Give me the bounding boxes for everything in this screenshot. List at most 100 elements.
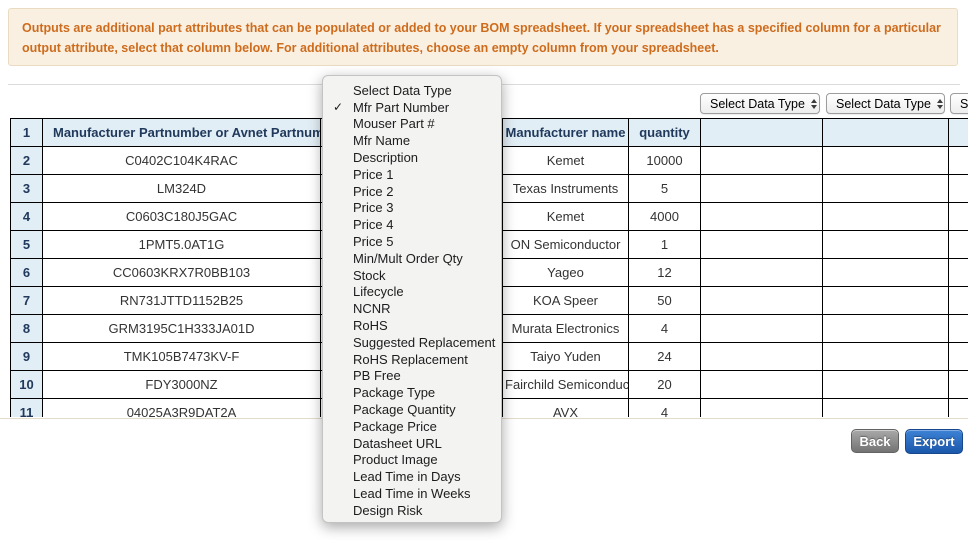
empty-cell (822, 342, 949, 371)
empty-cell (948, 230, 968, 259)
dropdown-item[interactable]: Price 2 (323, 183, 501, 200)
column-data-type-select-2[interactable]: Select Data Type (826, 93, 945, 114)
quantity-cell: 1 (628, 230, 701, 259)
dropdown-item-label: Mfr Name (353, 133, 411, 149)
dropdown-item[interactable]: RoHS (323, 317, 501, 334)
export-button[interactable]: Export (905, 429, 963, 454)
row-number-cell: 7 (10, 286, 43, 315)
empty-cell (700, 202, 823, 231)
dropdown-item-label: Price 4 (353, 217, 394, 233)
dropdown-item[interactable]: Package Type (323, 384, 501, 401)
row-number-cell: 2 (10, 146, 43, 175)
row-number-cell: 4 (10, 202, 43, 231)
empty-cell (948, 314, 968, 343)
dropdown-item[interactable]: PB Free (323, 368, 501, 385)
dropdown-item-label: Price 3 (353, 200, 394, 216)
partnumber-cell: C0603C180J5GAC (42, 202, 321, 231)
manufacturer-cell: Kemet (502, 202, 629, 231)
dropdown-item[interactable]: Design Risk (323, 502, 501, 519)
empty-cell (822, 146, 949, 175)
header-row-number: 1 (10, 118, 43, 147)
dropdown-item[interactable]: Package Price (323, 418, 501, 435)
partnumber-cell: 1PMT5.0AT1G (42, 230, 321, 259)
dropdown-item[interactable]: RoHS Replacement (323, 351, 501, 368)
dropdown-item[interactable]: NCNR (323, 300, 501, 317)
col-header-empty (822, 118, 949, 147)
manufacturer-cell: ON Semiconductor (502, 230, 629, 259)
col-header-manufacturer: Manufacturer name (502, 118, 629, 147)
empty-cell (700, 230, 823, 259)
dropdown-item-label: Datasheet URL (353, 435, 442, 451)
partnumber-cell: FDY3000NZ (42, 370, 321, 399)
manufacturer-cell: Fairchild Semiconductor (502, 370, 629, 399)
dropdown-item[interactable]: Price 3 (323, 200, 501, 217)
empty-cell (700, 174, 823, 203)
manufacturer-cell: AVX (502, 398, 629, 417)
dropdown-item[interactable]: Price 4 (323, 216, 501, 233)
empty-cell (948, 342, 968, 371)
partnumber-cell: 04025A3R9DAT2A (42, 398, 321, 417)
row-number-cell: 3 (10, 174, 43, 203)
empty-cell (822, 286, 949, 315)
col-header-partnumber: Manufacturer Partnumber or Avnet Partnum… (42, 118, 321, 147)
dropdown-item-label: Lead Time in Weeks (353, 486, 471, 502)
empty-cell (822, 370, 949, 399)
dropdown-item[interactable]: Product Image (323, 452, 501, 469)
dropdown-item[interactable]: Price 1 (323, 166, 501, 183)
empty-cell (700, 258, 823, 287)
dropdown-item-label: Package Type (353, 385, 436, 401)
dropdown-item-label: Package Price (353, 418, 437, 434)
data-type-dropdown-menu: Select Data Type ✓ Mfr Part Number Mouser P… (322, 75, 502, 523)
quantity-cell: 5 (628, 174, 701, 203)
dropdown-item-label: Lifecycle (353, 284, 404, 300)
dropdown-item[interactable]: Lead Time in Days (323, 468, 501, 485)
empty-cell (948, 174, 968, 203)
dropdown-item[interactable]: Select Data Type (323, 82, 501, 99)
dropdown-item[interactable]: Stock (323, 267, 501, 284)
dropdown-item-label: Mfr Part Number (353, 99, 450, 115)
partnumber-cell: C0402C104K4RAC (42, 146, 321, 175)
dropdown-item[interactable]: Min/Mult Order Qty (323, 250, 501, 267)
manufacturer-cell: Texas Instruments (502, 174, 629, 203)
empty-cell (948, 202, 968, 231)
checkmark-icon: ✓ (332, 100, 344, 115)
dropdown-item-label: Mouser Part # (353, 116, 435, 132)
empty-cell (822, 258, 949, 287)
empty-cell (948, 398, 968, 417)
manufacturer-cell: Taiyo Yuden (502, 342, 629, 371)
partnumber-cell: GRM3195C1H333JA01D (42, 314, 321, 343)
row-number-cell: 11 (10, 398, 43, 417)
col-header-empty (700, 118, 823, 147)
dropdown-item[interactable]: Suggested Replacement (323, 334, 501, 351)
dropdown-item[interactable]: Description (323, 149, 501, 166)
dropdown-item[interactable]: ✓ Mfr Part Number (323, 99, 501, 116)
select-value: Select Data Type (710, 96, 805, 111)
dropdown-item-label: Lead Time in Days (353, 469, 461, 485)
dropdown-item-label: Package Quantity (353, 402, 456, 418)
dropdown-item-label: RoHS Replacement (353, 351, 468, 367)
empty-cell (822, 202, 949, 231)
empty-cell (700, 398, 823, 417)
quantity-cell: 4 (628, 398, 701, 417)
dropdown-item[interactable]: Mouser Part # (323, 116, 501, 133)
dropdown-item[interactable]: Lead Time in Weeks (323, 485, 501, 502)
dropdown-item[interactable]: Lifecycle (323, 284, 501, 301)
manufacturer-cell: Yageo (502, 258, 629, 287)
dropdown-item-label: Description (353, 150, 419, 166)
dropdown-item[interactable]: Datasheet URL (323, 435, 501, 452)
col-header-empty (948, 118, 968, 147)
dropdown-item[interactable]: Mfr Name (323, 132, 501, 149)
row-number-cell: 5 (10, 230, 43, 259)
quantity-cell: 20 (628, 370, 701, 399)
empty-cell (700, 370, 823, 399)
column-data-type-select-1[interactable]: Select Data Type (700, 93, 820, 114)
dropdown-item-label: Min/Mult Order Qty (353, 250, 463, 266)
back-button[interactable]: Back (851, 429, 899, 453)
quantity-cell: 50 (628, 286, 701, 315)
dropdown-item[interactable]: Price 5 (323, 233, 501, 250)
quantity-cell: 4 (628, 314, 701, 343)
select-arrows-icon (810, 98, 817, 109)
dropdown-item[interactable]: Package Quantity (323, 401, 501, 418)
empty-cell (822, 314, 949, 343)
column-data-type-select-3[interactable]: Select Data Type (950, 93, 968, 114)
